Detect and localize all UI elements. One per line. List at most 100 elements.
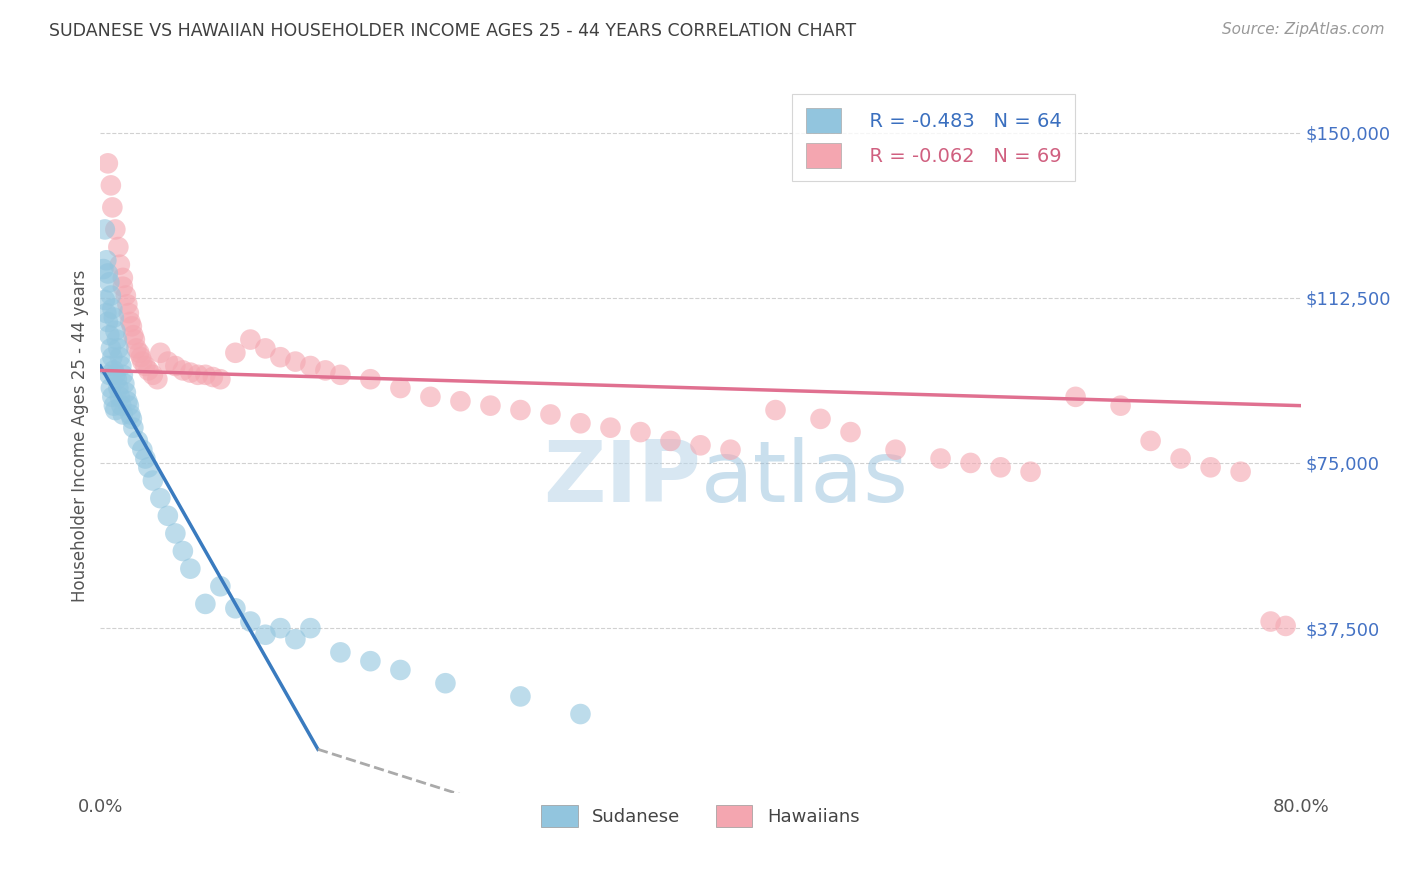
Point bbox=[179, 562, 201, 576]
Point bbox=[98, 368, 121, 382]
Point bbox=[110, 359, 132, 373]
Point bbox=[1064, 390, 1087, 404]
Point bbox=[134, 359, 156, 373]
Point bbox=[97, 359, 120, 373]
Point bbox=[224, 601, 246, 615]
Point bbox=[117, 297, 139, 311]
Point bbox=[93, 262, 115, 277]
Point bbox=[314, 363, 336, 377]
Point bbox=[105, 333, 128, 347]
Point bbox=[115, 385, 138, 400]
Point bbox=[129, 350, 152, 364]
Point bbox=[122, 328, 145, 343]
Point bbox=[765, 403, 787, 417]
Point bbox=[97, 267, 120, 281]
Point bbox=[599, 420, 621, 434]
Point bbox=[122, 420, 145, 434]
Point bbox=[142, 368, 165, 382]
Point bbox=[201, 370, 224, 384]
Point bbox=[434, 676, 457, 690]
Point bbox=[299, 621, 322, 635]
Point bbox=[299, 359, 322, 373]
Point bbox=[117, 394, 139, 409]
Point bbox=[111, 279, 134, 293]
Point bbox=[449, 394, 471, 409]
Point bbox=[239, 333, 262, 347]
Point bbox=[100, 288, 122, 302]
Text: ZIP: ZIP bbox=[543, 437, 700, 520]
Point bbox=[172, 363, 194, 377]
Point bbox=[104, 222, 127, 236]
Point bbox=[146, 372, 169, 386]
Point bbox=[100, 381, 122, 395]
Point bbox=[118, 306, 141, 320]
Point bbox=[329, 645, 352, 659]
Point bbox=[101, 390, 124, 404]
Point bbox=[269, 621, 291, 635]
Point bbox=[1260, 615, 1282, 629]
Point bbox=[187, 368, 209, 382]
Point bbox=[94, 293, 117, 307]
Point bbox=[209, 579, 232, 593]
Point bbox=[125, 342, 148, 356]
Point bbox=[194, 368, 217, 382]
Point bbox=[269, 350, 291, 364]
Text: SUDANESE VS HAWAIIAN HOUSEHOLDER INCOME AGES 25 - 44 YEARS CORRELATION CHART: SUDANESE VS HAWAIIAN HOUSEHOLDER INCOME … bbox=[49, 22, 856, 40]
Point bbox=[134, 451, 156, 466]
Point bbox=[121, 319, 143, 334]
Text: atlas: atlas bbox=[700, 437, 908, 520]
Point bbox=[128, 346, 150, 360]
Point bbox=[107, 240, 129, 254]
Point bbox=[630, 425, 652, 439]
Point bbox=[100, 178, 122, 193]
Point bbox=[104, 324, 127, 338]
Point bbox=[1274, 619, 1296, 633]
Point bbox=[118, 399, 141, 413]
Point bbox=[131, 442, 153, 457]
Point bbox=[127, 434, 149, 448]
Point bbox=[110, 399, 132, 413]
Point bbox=[111, 408, 134, 422]
Point bbox=[100, 342, 122, 356]
Point bbox=[111, 271, 134, 285]
Point bbox=[96, 306, 118, 320]
Point bbox=[659, 434, 682, 448]
Legend: Sudanese, Hawaiians: Sudanese, Hawaiians bbox=[534, 798, 866, 834]
Point bbox=[120, 408, 142, 422]
Point bbox=[810, 412, 832, 426]
Point bbox=[254, 628, 277, 642]
Point bbox=[103, 363, 125, 377]
Point bbox=[839, 425, 862, 439]
Point bbox=[98, 275, 121, 289]
Point bbox=[389, 663, 412, 677]
Point bbox=[149, 491, 172, 505]
Point bbox=[138, 363, 160, 377]
Point bbox=[165, 526, 187, 541]
Point bbox=[239, 615, 262, 629]
Point bbox=[209, 372, 232, 386]
Point bbox=[96, 253, 118, 268]
Point bbox=[156, 354, 179, 368]
Point bbox=[94, 222, 117, 236]
Point bbox=[124, 333, 146, 347]
Point bbox=[149, 346, 172, 360]
Point bbox=[569, 707, 592, 722]
Point bbox=[121, 412, 143, 426]
Point bbox=[103, 310, 125, 325]
Point bbox=[108, 350, 131, 364]
Point bbox=[101, 201, 124, 215]
Y-axis label: Householder Income Ages 25 - 44 years: Householder Income Ages 25 - 44 years bbox=[72, 269, 89, 601]
Point bbox=[959, 456, 981, 470]
Point bbox=[1109, 399, 1132, 413]
Point bbox=[97, 156, 120, 170]
Point bbox=[540, 408, 562, 422]
Point bbox=[689, 438, 711, 452]
Point bbox=[720, 442, 742, 457]
Point bbox=[111, 368, 134, 382]
Text: Source: ZipAtlas.com: Source: ZipAtlas.com bbox=[1222, 22, 1385, 37]
Point bbox=[97, 315, 120, 329]
Point bbox=[1229, 465, 1251, 479]
Point bbox=[1199, 460, 1222, 475]
Point bbox=[990, 460, 1012, 475]
Point bbox=[359, 372, 381, 386]
